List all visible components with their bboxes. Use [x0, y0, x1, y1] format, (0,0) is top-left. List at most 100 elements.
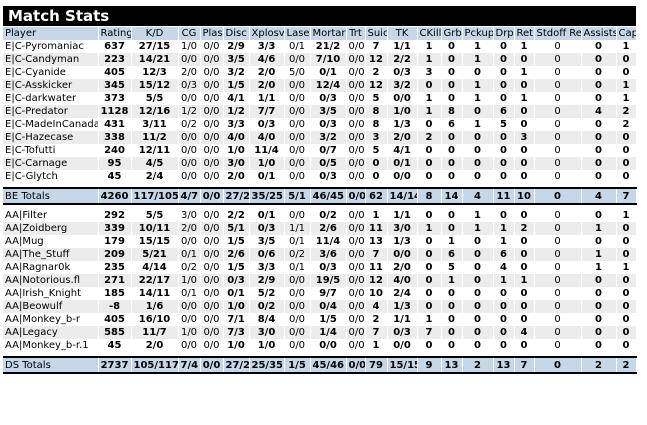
cell-disc: 2/9 [223, 40, 250, 53]
cell-disc: 27/27 [223, 356, 250, 374]
cell-cg: 7/4 [178, 356, 201, 374]
cell-xplosv: 0/3 [249, 222, 285, 235]
cell-cg: 2/0 [178, 222, 201, 235]
table-row: E|C-Pyromaniac 637 27/15 1/0 0/0 2/9 3/3 0/1 21/… [3, 40, 637, 53]
cell-ret: 0 [514, 261, 535, 274]
cell-trt: 0/0 [346, 339, 366, 352]
cell-suic: 62 [365, 187, 388, 205]
cell-trt: 0/0 [346, 170, 366, 183]
cell-assists: 0 [581, 274, 617, 287]
cell-assists: 4 [581, 105, 617, 118]
cell-tk: 3/0 [387, 222, 418, 235]
cell-plas: 0/0 [200, 300, 224, 313]
cell-assists: 0 [581, 144, 617, 157]
cell-cap: 1 [616, 79, 637, 92]
cell-laser: 0/1 [284, 235, 311, 248]
cell-rating: 338 [98, 131, 132, 144]
cell-rating: 339 [98, 222, 132, 235]
cell-disc: 3/3 [223, 118, 250, 131]
cell-cg: 0/0 [178, 300, 201, 313]
cell-ret: 0 [514, 339, 535, 352]
cell-suic: 5 [365, 144, 388, 157]
cell-laser: 0/0 [284, 92, 311, 105]
player-name: AA|Filter [3, 209, 99, 222]
player-name: AA|Zoidberg [3, 222, 99, 235]
cell-laser: 0/2 [284, 248, 311, 261]
cell-trt: 0/0 [346, 248, 366, 261]
cell-plas: 0/0 [200, 40, 224, 53]
table-row: AA|Mug 179 15/15 0/0 0/0 1/5 3/5 0/1 11/4 0/0 13 1/… [3, 235, 637, 248]
cell-stdoff-ret: 0 [534, 287, 582, 300]
player-name: E|C-Predator [3, 105, 99, 118]
table-row: E|C-Cyanide 405 12/3 2/0 0/0 3/2 2/0 5/0 0/1 0/0 2… [3, 66, 637, 79]
cell-trt: 0/0 [346, 157, 366, 170]
cell-cg: 0/0 [178, 157, 201, 170]
cell-tk: 0/0 [387, 339, 418, 352]
cell-mortar: 1/4 [310, 326, 347, 339]
cell-assists: 0 [581, 235, 617, 248]
cell-xplosv: 2/0 [249, 79, 285, 92]
cell-tk: 1/1 [387, 313, 418, 326]
cell-laser: 0/0 [284, 313, 311, 326]
cell-ckill: 1 [417, 222, 442, 235]
cell-plas: 0/0 [200, 170, 224, 183]
cell-pckup: 1 [462, 53, 494, 66]
cell-ckill: 0 [417, 248, 442, 261]
cell-k-d: 27/15 [131, 40, 179, 53]
cell-laser: 0/0 [284, 157, 311, 170]
cell-drp: 4 [493, 261, 515, 274]
cell-plas: 0/0 [200, 274, 224, 287]
player-name: E|C-Carnage [3, 157, 99, 170]
cell-grb: 0 [441, 326, 463, 339]
cell-ret: 10 [514, 187, 535, 205]
cell-disc: 2/6 [223, 248, 250, 261]
cell-mortar: 7/10 [310, 53, 347, 66]
cell-cg: 1/2 [178, 105, 201, 118]
column-header-cap: Cap [616, 27, 637, 40]
cell-stdoff-ret: 0 [534, 274, 582, 287]
cell-suic: 0 [365, 170, 388, 183]
cell-grb: 0 [441, 339, 463, 352]
cell-cg: 3/0 [178, 209, 201, 222]
cell-pckup: 1 [462, 40, 494, 53]
cell-pckup: 0 [462, 287, 494, 300]
cell-k-d: 15/12 [131, 79, 179, 92]
cell-xplosv: 0/3 [249, 118, 285, 131]
cell-plas: 0/0 [200, 144, 224, 157]
cell-trt: 0/0 [346, 287, 366, 300]
cell-rating: 271 [98, 274, 132, 287]
cell-rating: 179 [98, 235, 132, 248]
cell-ckill: 0 [417, 209, 442, 222]
cell-plas: 0/0 [200, 248, 224, 261]
cell-drp: 0 [493, 66, 515, 79]
cell-pckup: 0 [462, 131, 494, 144]
cell-ckill: 7 [417, 326, 442, 339]
cell-stdoff-ret: 0 [534, 105, 582, 118]
cell-mortar: 11/4 [310, 235, 347, 248]
cell-ret: 0 [514, 209, 535, 222]
cell-cap: 0 [616, 222, 637, 235]
cell-stdoff-ret: 0 [534, 187, 582, 205]
table-row: AA|Monkey_b-r 405 16/10 0/0 0/0 7/1 8/4 0/0 1/5 0… [3, 313, 637, 326]
cell-tk: 1/1 [387, 209, 418, 222]
cell-grb: 0 [441, 131, 463, 144]
cell-plas: 0/0 [200, 261, 224, 274]
cell-cg: 0/0 [178, 313, 201, 326]
cell-k-d: 12/16 [131, 105, 179, 118]
cell-stdoff-ret: 0 [534, 300, 582, 313]
cell-laser: 0/0 [284, 131, 311, 144]
cell-mortar: 0/3 [310, 118, 347, 131]
cell-tk: 0/1 [387, 157, 418, 170]
cell-plas: 0/0 [200, 187, 224, 205]
cell-cap: 0 [616, 144, 637, 157]
column-header-suic: Suic [365, 27, 388, 40]
cell-ckill: 0 [417, 274, 442, 287]
cell-xplosv: 0/1 [249, 209, 285, 222]
cell-mortar: 9/7 [310, 287, 347, 300]
cell-mortar: 2/6 [310, 222, 347, 235]
cell-mortar: 1/5 [310, 313, 347, 326]
cell-trt: 0/0 [346, 105, 366, 118]
player-name: E|C-Glytch [3, 170, 99, 183]
cell-pckup: 0 [462, 313, 494, 326]
cell-cap: 0 [616, 300, 637, 313]
